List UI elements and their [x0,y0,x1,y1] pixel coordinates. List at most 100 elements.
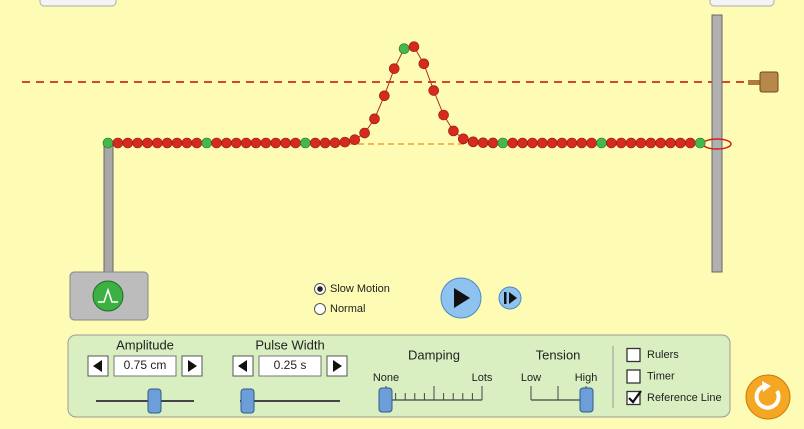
bead [517,137,528,149]
bead [270,137,282,149]
arrow [333,360,342,372]
bead [536,137,548,149]
bead [556,137,568,149]
bead [448,125,459,137]
reset-icon [754,384,781,410]
bead [349,134,361,146]
value-box [258,355,322,377]
string [102,41,706,149]
bead [260,137,272,149]
bead [497,137,509,149]
value-box [113,355,177,377]
bead [300,137,311,149]
bead [685,137,696,149]
bead [132,137,143,149]
top-button[interactable] [709,0,775,7]
checkbox-label: Rulers [647,349,679,361]
bead [250,137,262,149]
bead [675,137,686,149]
bead [438,109,449,121]
slider-thumb[interactable] [147,388,162,414]
bead [635,137,647,149]
bead [576,137,588,149]
bead [615,137,627,149]
tension-label: Tension [536,347,581,362]
clamp [748,71,779,93]
bead [527,137,538,149]
bead [142,137,153,149]
bead [339,136,351,148]
checkbox-label: Reference Line [647,392,722,404]
arrow [93,360,102,372]
bead [191,137,203,149]
pulse-width-value: 0.25 s [274,358,307,372]
step-icon [504,292,507,304]
bead [665,137,676,149]
bead [596,137,607,149]
bead [694,137,706,149]
bead [625,137,637,149]
bead [379,90,390,102]
bead [290,137,301,149]
bead [231,137,242,149]
bead [418,58,430,70]
bead [388,63,400,74]
bead [201,137,212,149]
step-icon [509,292,517,304]
damping-label: Damping [408,347,460,362]
bead [507,137,518,149]
bead [369,113,380,125]
bead [240,137,252,149]
pulse-glyph [98,287,118,303]
checkboxes: Rulers Timer Reference Line [626,347,722,406]
pulse-width-label: Pulse Width [255,337,324,352]
checkbox[interactable] [626,347,641,363]
radio[interactable] [314,303,326,315]
bead [655,137,667,149]
amplitude-value: 0.75 cm [124,358,167,372]
tension-min: Low [521,372,541,384]
bead [171,137,183,149]
bead [102,137,114,149]
bead [112,137,124,149]
top-button[interactable] [39,0,117,7]
arrow [188,360,197,372]
radio-label: Normal [330,303,365,315]
damping-min: None [373,372,399,384]
pulse-icon [92,280,124,312]
right-post [711,14,723,273]
radio-dot [317,286,323,292]
bead [211,137,222,149]
reset-icon [762,381,771,392]
tension-max: High [575,372,598,384]
damping-max: Lots [472,372,493,384]
checkbox[interactable] [626,369,641,384]
radio-label: Slow Motion [330,283,390,295]
slider-thumb[interactable] [579,387,594,413]
bead [428,85,440,96]
arrow [238,360,247,372]
reset-button[interactable] [745,374,791,420]
checkmark [628,390,642,404]
bead [586,137,597,149]
bead [319,137,331,149]
bead [280,137,291,149]
bead [606,137,617,149]
bead [398,43,410,55]
bead [181,137,193,149]
slider-thumb[interactable] [240,388,255,414]
bead [645,137,657,149]
bead [467,136,479,148]
bead [161,137,173,149]
speed-radios [314,283,326,315]
bead [152,137,163,149]
bead [122,137,134,149]
play-icon [454,288,470,308]
slider-thumb[interactable] [378,387,393,413]
bead [359,127,370,139]
checkbox[interactable] [626,390,641,406]
bead [221,137,232,149]
bead [546,137,558,149]
bead [458,133,469,145]
